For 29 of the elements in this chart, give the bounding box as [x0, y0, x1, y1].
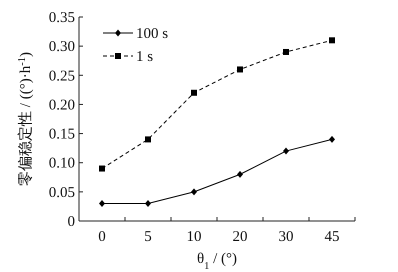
point	[99, 200, 105, 208]
point	[145, 136, 151, 142]
point	[329, 37, 335, 44]
point	[237, 170, 243, 178]
y-tick-label: 0.20	[48, 97, 75, 114]
point	[329, 136, 335, 143]
y-tick-label: 0.25	[48, 68, 75, 84]
y-tick-label: 0.10	[48, 156, 75, 172]
x-tick-label: 20	[232, 229, 248, 245]
point	[283, 148, 289, 155]
y-tick-label: 0.35	[48, 10, 75, 26]
x-tick-label: 10	[186, 229, 202, 245]
legend-label: 100 s	[136, 26, 168, 42]
x-axis-title: θ$_{1}$ / (°)	[196, 251, 238, 272]
point	[237, 66, 243, 72]
x-tick-label: 45	[324, 229, 340, 245]
y-tick-label: 0	[68, 214, 75, 230]
x-tick-label: 30	[278, 229, 294, 245]
point	[99, 166, 105, 172]
y-tick-label: 0.15	[48, 126, 75, 143]
x-tick-label: 5	[144, 229, 152, 245]
x-tick-label: 0	[98, 229, 106, 245]
point	[145, 200, 151, 208]
legend-label: 1 s	[136, 49, 154, 65]
point	[283, 48, 289, 55]
y-tick-label: 0.30	[48, 39, 75, 56]
y-tick-label: 0.05	[48, 184, 75, 201]
point	[191, 188, 197, 196]
point	[191, 90, 197, 96]
